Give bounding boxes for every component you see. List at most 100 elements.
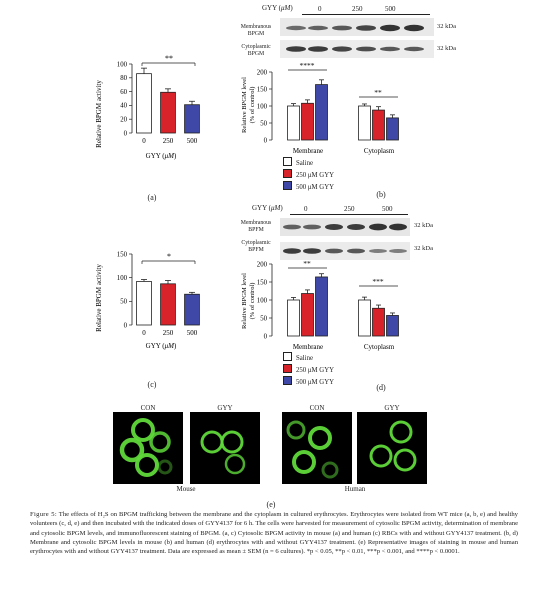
blot-d-kda1: 32 kDa xyxy=(414,222,433,229)
sig-membrane-b: **** xyxy=(300,61,315,70)
bar-Cytoplasm-0 xyxy=(358,299,371,337)
y-tick-label: 200 xyxy=(257,261,268,268)
x-axis-c: 0 250 500 xyxy=(142,329,198,337)
y-tick-label: 100 xyxy=(117,275,128,282)
label-mouse-con: CON xyxy=(140,404,156,412)
legend-d: Saline 250 μM GYY 500 μM GYY xyxy=(283,352,334,388)
significance-a: ** xyxy=(165,54,173,63)
x-tick-label: 0 xyxy=(142,137,146,145)
blot-d: GYY (μM) 0 250 500 Membranous BPFM Cytopl… xyxy=(232,204,442,262)
y-tick-label: 100 xyxy=(257,103,268,110)
y-tick-label: 80 xyxy=(120,75,127,82)
blot-b-dose-0: 0 xyxy=(318,5,322,13)
legend-b-500: 500 μM GYY xyxy=(283,181,334,193)
sig-cytoplasm-b: ** xyxy=(374,88,382,97)
ylabel-d: Relative BPGM level(% of control) xyxy=(241,273,256,329)
label-mouse-gyy: GYY xyxy=(217,404,233,412)
y-tick-label: 200 xyxy=(257,69,268,76)
y-tick-label: 60 xyxy=(120,89,127,96)
chart-d: Relative BPGM level(% of control) 0 50 100… xyxy=(241,259,399,351)
bars-c xyxy=(136,279,200,326)
bar-Cytoplasm-2 xyxy=(386,315,399,337)
blot-d-dose-line xyxy=(290,214,408,215)
legend-b: Saline 250 μM GYY 500 μM GYY xyxy=(283,157,334,193)
bar-Membrane-0 xyxy=(287,299,300,337)
legend-d-250: 250 μM GYY xyxy=(283,364,334,376)
label-human-gyy: GYY xyxy=(384,404,400,412)
panel-label-e: (e) xyxy=(266,500,276,509)
panel-label-d: (d) xyxy=(376,383,386,392)
y-tick-label: 150 xyxy=(117,251,128,258)
label-mouse: Mouse xyxy=(176,485,196,493)
fluor-human-con xyxy=(282,412,352,484)
group-membrane-b: Membrane xyxy=(293,147,323,155)
blot-b-dose-500: 500 xyxy=(385,5,396,13)
significance-c: * xyxy=(167,252,171,261)
xlabel-c: GYY (μM) xyxy=(146,342,177,350)
group-cytoplasm-b: Cytoplasm xyxy=(364,147,395,155)
bar-Membrane-2 xyxy=(315,84,328,141)
blot-d-dose-250: 250 xyxy=(344,205,355,213)
blot-b-kda2: 32 kDa xyxy=(437,45,456,52)
sig-membrane-d: ** xyxy=(303,259,311,268)
bar-Cytoplasm-2 xyxy=(386,117,399,141)
y-tick-label: 0 xyxy=(124,130,128,137)
blot-b-dose-250: 250 xyxy=(352,5,363,13)
x-axis-a: 0 250 500 xyxy=(142,137,198,145)
y-tick-label: 0 xyxy=(124,322,128,329)
panel-label-b: (b) xyxy=(376,190,386,199)
bars-a xyxy=(136,67,200,134)
bar-500 xyxy=(184,104,200,134)
chart-c: Relative BPGM activity 0 50 100 150 0 250 500… xyxy=(95,251,200,350)
y-tick-label: 20 xyxy=(120,117,127,124)
x-tick-label: 250 xyxy=(163,137,174,145)
bar-500 xyxy=(184,293,200,326)
bar-0 xyxy=(136,73,152,134)
legend-b-saline: Saline xyxy=(283,157,334,169)
sig-cytoplasm-d: *** xyxy=(372,277,384,286)
xlabel-a: GYY (μM) xyxy=(146,152,177,160)
blot-d-dose-500: 500 xyxy=(382,205,393,213)
blot-b-row1-label: Membranous BPGM xyxy=(240,24,272,37)
fluor-mouse-gyy xyxy=(190,412,260,484)
bar-250 xyxy=(160,91,176,134)
y-tick-label: 100 xyxy=(117,61,128,68)
bar-Cytoplasm-1 xyxy=(372,109,385,141)
blot-d-image xyxy=(280,218,410,260)
x-tick-label: 500 xyxy=(187,329,198,337)
chart-a: Relative BPGM activity 0 20 40 60 80 100 0 250… xyxy=(95,54,200,160)
bar-Membrane-1 xyxy=(301,293,314,337)
y-axis-a: 0 20 40 60 80 100 xyxy=(117,61,133,137)
y-tick-label: 150 xyxy=(257,86,268,93)
bar-Membrane-0 xyxy=(287,105,300,141)
blot-b-row2-label: Cytoplasmic BPGM xyxy=(241,44,271,57)
y-tick-label: 0 xyxy=(264,137,268,144)
bars-d xyxy=(287,273,399,337)
legend-d-saline: Saline xyxy=(283,352,334,364)
fluor-mouse-con xyxy=(113,412,183,484)
blot-b-header: GYY (μM) xyxy=(262,4,293,12)
y-tick-label: 40 xyxy=(120,103,127,110)
blot-b-dose-line xyxy=(302,14,430,15)
y-axis-c: 0 50 100 150 xyxy=(117,251,133,329)
legend-d-500: 500 μM GYY xyxy=(283,376,334,388)
ylabel-b: Relative BPGM level(% of control) xyxy=(241,77,256,133)
blot-b-kda1: 32 kDa xyxy=(437,23,456,30)
blot-d-row2-label: Cytoplasmic BPFM xyxy=(241,240,271,253)
bars-b xyxy=(287,79,399,141)
caption-lead: Figure 5: xyxy=(30,511,57,518)
label-human: Human xyxy=(344,485,366,493)
blot-b: GYY (μM) 0 250 500 Membranous BPGM Cytopl… xyxy=(232,4,456,59)
y-axis-d: 0 50 100 150 200 xyxy=(257,261,273,340)
x-tick-label: 250 xyxy=(163,329,174,337)
caption-text: The effects of H₂S on BPGM trafficking b… xyxy=(30,511,518,556)
figure-caption: Figure 5: The effects of H₂S on BPGM tra… xyxy=(30,510,518,556)
y-tick-label: 0 xyxy=(264,333,268,340)
y-tick-label: 50 xyxy=(120,299,127,306)
bar-Membrane-1 xyxy=(301,102,314,141)
y-tick-label: 50 xyxy=(260,315,267,322)
y-tick-label: 50 xyxy=(260,120,267,127)
bar-0 xyxy=(136,281,152,326)
x-tick-label: 500 xyxy=(187,137,198,145)
fluor-human-gyy xyxy=(357,412,427,484)
